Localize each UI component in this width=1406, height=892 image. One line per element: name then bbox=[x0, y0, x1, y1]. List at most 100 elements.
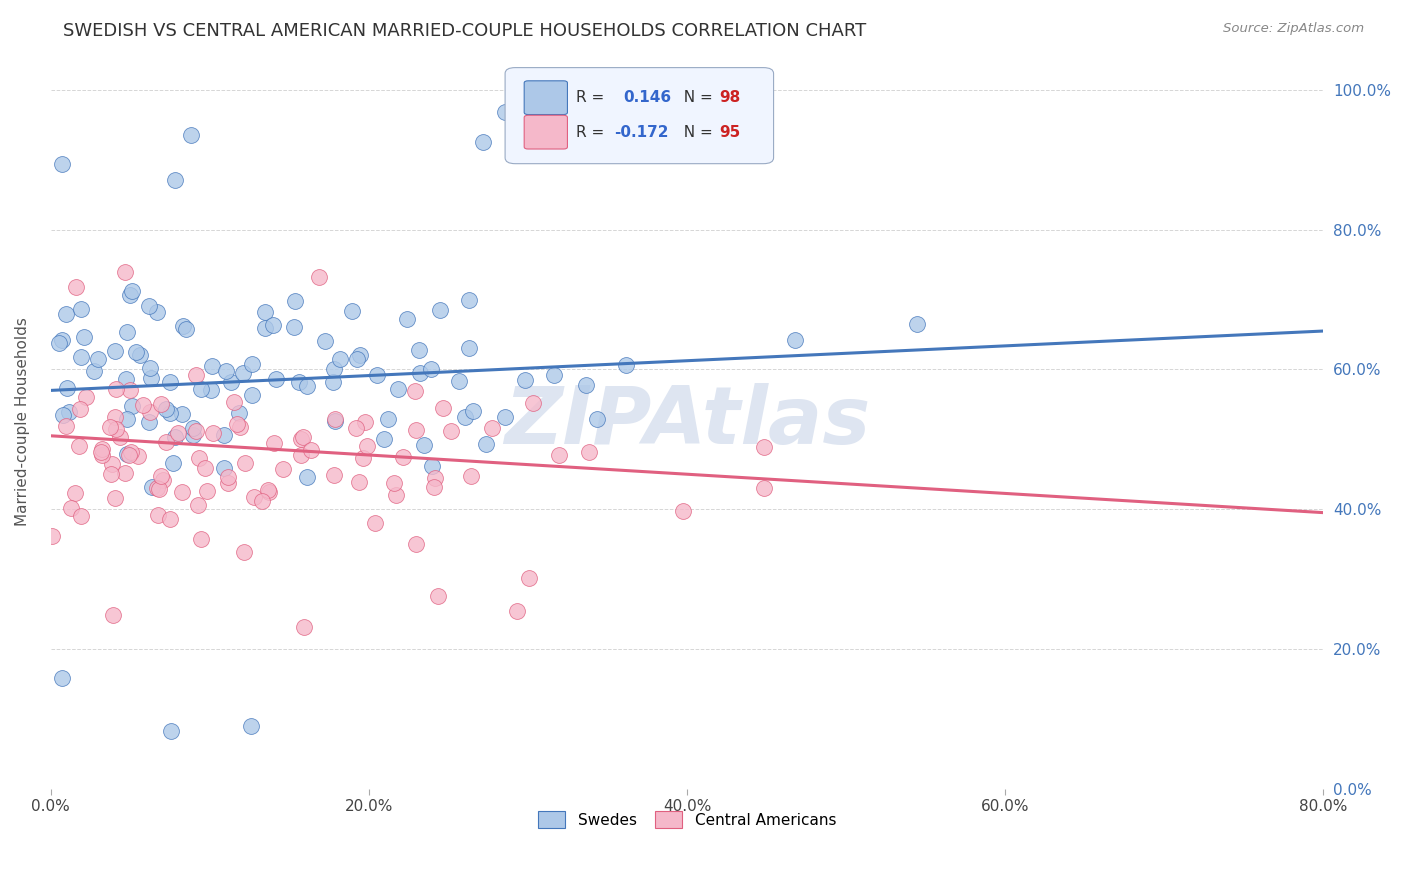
Point bbox=[290, 432, 312, 446]
Point bbox=[128, 348, 150, 362]
Point bbox=[382, 475, 405, 490]
Point bbox=[56, 381, 79, 395]
Point bbox=[159, 375, 181, 389]
Point bbox=[104, 409, 127, 424]
Text: -0.172: -0.172 bbox=[614, 125, 669, 140]
Point bbox=[121, 284, 143, 298]
Point bbox=[73, 329, 96, 343]
Point bbox=[373, 432, 395, 446]
Point bbox=[194, 460, 217, 475]
Point bbox=[114, 466, 136, 480]
Point bbox=[100, 467, 122, 481]
Legend: Swedes, Central Americans: Swedes, Central Americans bbox=[530, 803, 844, 836]
Point bbox=[101, 608, 124, 623]
Point bbox=[292, 620, 315, 634]
Point bbox=[172, 319, 194, 334]
Point bbox=[299, 443, 322, 458]
Point bbox=[283, 320, 305, 334]
Point bbox=[458, 293, 481, 307]
Point bbox=[288, 375, 311, 389]
Point bbox=[201, 359, 224, 374]
Point bbox=[55, 419, 77, 434]
Point bbox=[200, 383, 222, 397]
Point bbox=[409, 366, 432, 380]
Point bbox=[354, 415, 377, 429]
Point bbox=[217, 475, 239, 490]
Point bbox=[214, 461, 236, 475]
Point bbox=[118, 449, 141, 463]
Text: 95: 95 bbox=[718, 125, 740, 140]
Point bbox=[69, 402, 91, 417]
Point bbox=[517, 571, 540, 585]
Point bbox=[148, 508, 170, 522]
Point bbox=[387, 382, 409, 396]
Point bbox=[229, 420, 252, 434]
Point bbox=[141, 370, 163, 384]
Point bbox=[543, 368, 565, 382]
Point bbox=[190, 532, 212, 546]
Point bbox=[115, 412, 138, 426]
Point bbox=[752, 440, 775, 454]
Point bbox=[146, 304, 169, 318]
Point bbox=[70, 350, 93, 364]
Point bbox=[108, 430, 131, 444]
Point bbox=[754, 481, 776, 495]
Point bbox=[257, 483, 280, 498]
Point bbox=[138, 405, 160, 419]
Point bbox=[447, 374, 470, 388]
Point bbox=[228, 406, 250, 420]
Point bbox=[170, 484, 193, 499]
Point bbox=[101, 458, 124, 472]
Point bbox=[262, 318, 284, 332]
Point bbox=[458, 342, 481, 356]
Point bbox=[86, 352, 108, 367]
Point bbox=[233, 545, 256, 559]
Point bbox=[323, 411, 346, 425]
Point bbox=[405, 537, 427, 551]
Point bbox=[125, 345, 148, 359]
Point bbox=[429, 303, 451, 318]
Point bbox=[51, 334, 73, 348]
Point bbox=[51, 671, 73, 685]
Point bbox=[69, 301, 91, 316]
Point bbox=[187, 498, 209, 512]
Point bbox=[104, 382, 127, 396]
Point bbox=[120, 444, 142, 458]
Point bbox=[263, 435, 285, 450]
Point bbox=[65, 280, 87, 294]
Point bbox=[224, 395, 246, 409]
Point bbox=[905, 318, 928, 332]
Point bbox=[392, 450, 415, 464]
Point bbox=[159, 406, 181, 420]
Point bbox=[181, 427, 204, 442]
Point bbox=[225, 417, 247, 431]
Point bbox=[104, 422, 127, 436]
Point bbox=[150, 468, 173, 483]
Point bbox=[114, 265, 136, 279]
Point bbox=[117, 447, 139, 461]
Point bbox=[785, 333, 807, 347]
Text: Source: ZipAtlas.com: Source: ZipAtlas.com bbox=[1223, 22, 1364, 36]
Point bbox=[214, 427, 236, 442]
Point bbox=[420, 459, 443, 474]
Point bbox=[329, 351, 352, 366]
Point bbox=[616, 359, 638, 373]
Point bbox=[323, 413, 346, 427]
Point bbox=[232, 367, 254, 381]
Point bbox=[58, 405, 80, 419]
Point bbox=[366, 368, 388, 382]
Point bbox=[70, 508, 93, 523]
Point bbox=[522, 396, 544, 410]
Point bbox=[233, 456, 256, 470]
Point bbox=[89, 445, 111, 459]
Point bbox=[240, 357, 263, 371]
Point bbox=[98, 420, 121, 434]
Point bbox=[160, 723, 183, 738]
Point bbox=[427, 590, 450, 604]
Point bbox=[412, 438, 434, 452]
Point bbox=[575, 377, 598, 392]
Point bbox=[67, 439, 90, 453]
Point bbox=[184, 368, 207, 383]
Point bbox=[308, 270, 330, 285]
Point bbox=[215, 364, 238, 378]
